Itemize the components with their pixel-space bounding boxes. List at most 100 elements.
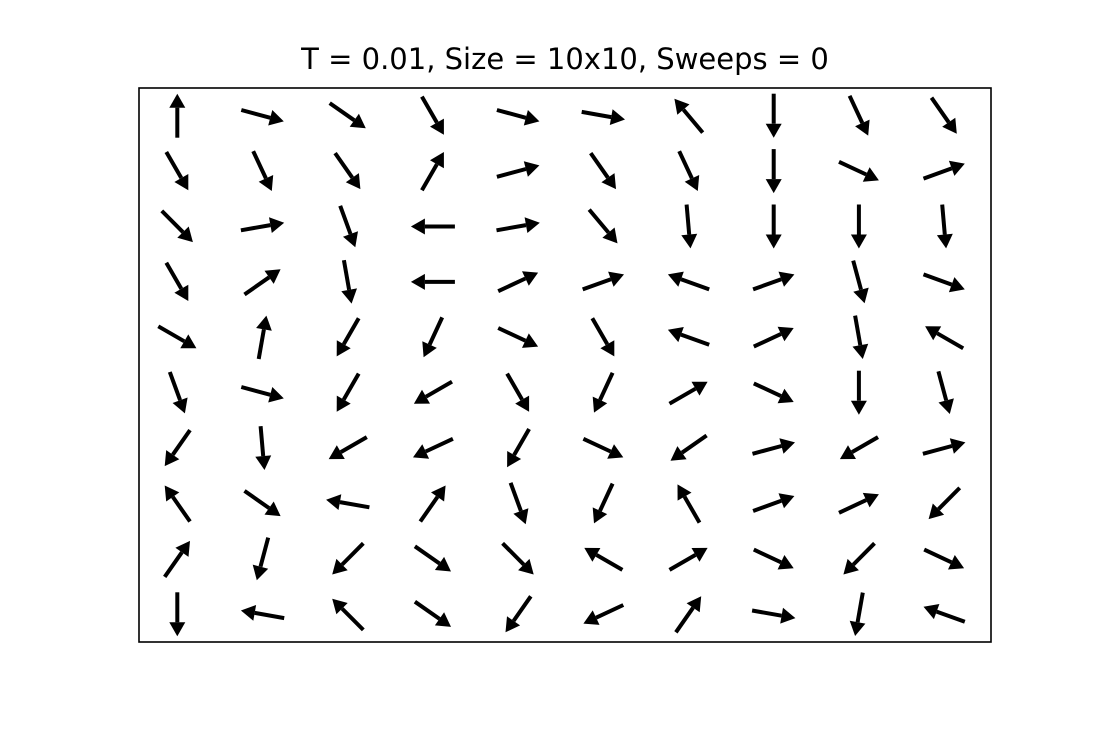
arrow-9-3 xyxy=(413,600,451,627)
arrow-7-8 xyxy=(838,492,879,515)
arrow-5-3 xyxy=(413,379,453,404)
arrow-shaft xyxy=(339,435,368,454)
arrow-shaft xyxy=(680,277,710,292)
arrow-shaft xyxy=(587,208,611,234)
arrow-shaft xyxy=(752,547,782,565)
arrow-head xyxy=(850,400,867,415)
arrow-head xyxy=(849,620,866,636)
arrow-shaft xyxy=(922,444,953,456)
arrow-shaft xyxy=(512,428,531,456)
arrow-3-1 xyxy=(243,269,281,297)
arrow-5-4 xyxy=(505,372,530,412)
arrow-head xyxy=(430,152,444,169)
arrow-head xyxy=(343,231,358,248)
arrow-head xyxy=(780,607,796,624)
arrow-3-5 xyxy=(582,271,624,292)
arrow-head xyxy=(505,616,521,633)
arrow-head xyxy=(853,287,869,304)
arrow-head xyxy=(777,555,794,570)
arrow-head xyxy=(174,284,189,301)
arrow-0-3 xyxy=(420,95,444,135)
arrow-head xyxy=(410,273,425,290)
arrow-6-1 xyxy=(255,426,272,470)
arrow-head xyxy=(852,343,869,359)
arrow-shaft xyxy=(937,486,962,511)
arrow-1-9 xyxy=(922,160,965,181)
arrow-shaft xyxy=(424,436,454,454)
arrow-7-4 xyxy=(508,482,529,525)
arrow-head xyxy=(777,326,794,342)
arrow-8-3 xyxy=(413,544,451,572)
arrow-shaft xyxy=(167,371,182,401)
arrow-7-7 xyxy=(752,493,795,513)
arrow-head xyxy=(169,93,186,108)
arrow-head xyxy=(349,113,366,129)
arrow-shaft xyxy=(251,150,268,180)
arrow-9-5 xyxy=(583,603,625,625)
arrow-5-1 xyxy=(240,385,284,403)
arrow-shaft xyxy=(668,386,697,406)
arrow-shaft xyxy=(751,444,783,456)
arrow-shaft xyxy=(752,277,782,292)
arrow-shaft xyxy=(752,332,782,349)
arrow-0-8 xyxy=(847,94,870,136)
arrow-head xyxy=(430,118,444,135)
arrow-2-0 xyxy=(160,209,193,243)
arrow-head xyxy=(269,217,285,233)
arrow-0-7 xyxy=(765,93,782,138)
arrow-4-4 xyxy=(497,326,539,348)
arrow-4-6 xyxy=(667,327,710,347)
arrow-shaft xyxy=(338,205,353,235)
arrow-head xyxy=(942,117,957,134)
arrow-head xyxy=(843,558,859,575)
arrow-0-5 xyxy=(581,109,625,125)
arrow-5-0 xyxy=(167,371,188,414)
arrow-9-2 xyxy=(332,598,365,632)
arrow-head xyxy=(691,547,708,562)
arrow-shaft xyxy=(940,204,947,235)
arrow-shaft xyxy=(497,326,527,343)
arrow-shaft xyxy=(922,166,953,181)
arrow-5-8 xyxy=(850,370,867,415)
arrow-3-4 xyxy=(497,271,539,294)
arrow-shaft xyxy=(684,204,692,235)
arrow-head xyxy=(336,340,351,357)
arrow-head xyxy=(691,381,708,396)
arrow-6-4 xyxy=(507,428,531,468)
arrow-head xyxy=(177,226,193,243)
arrow-shaft xyxy=(340,607,365,632)
arrow-head xyxy=(948,277,965,293)
arrow-head xyxy=(422,341,437,358)
arrow-shaft xyxy=(240,385,271,397)
arrow-head xyxy=(434,612,451,627)
arrow-shaft xyxy=(496,108,527,120)
arrow-head xyxy=(777,388,794,404)
arrow-head xyxy=(765,234,782,249)
arrow-3-3 xyxy=(410,273,455,290)
arrow-head xyxy=(607,444,624,459)
arrow-9-7 xyxy=(751,607,796,624)
arrow-6-6 xyxy=(670,433,708,461)
arrow-shaft xyxy=(598,482,615,512)
arrow-head xyxy=(925,326,942,341)
arrow-head xyxy=(518,558,534,575)
arrow-head xyxy=(778,271,795,287)
arrow-shaft xyxy=(425,379,453,399)
arrow-head xyxy=(928,503,945,520)
arrow-head xyxy=(326,494,342,510)
arrow-shaft xyxy=(497,276,527,294)
arrow-7-6 xyxy=(677,484,702,524)
arrow-head xyxy=(936,233,953,249)
arrow-field xyxy=(157,93,966,637)
arrow-head xyxy=(862,492,879,508)
arrow-shaft xyxy=(420,163,439,192)
arrow-shaft xyxy=(922,272,953,287)
arrow-shaft xyxy=(847,94,865,124)
arrow-4-0 xyxy=(157,324,197,349)
arrow-head xyxy=(667,271,684,287)
arrow-shaft xyxy=(171,428,192,456)
axes-frame xyxy=(138,87,992,643)
arrow-1-1 xyxy=(251,150,274,191)
arrow-shaft xyxy=(668,553,697,572)
